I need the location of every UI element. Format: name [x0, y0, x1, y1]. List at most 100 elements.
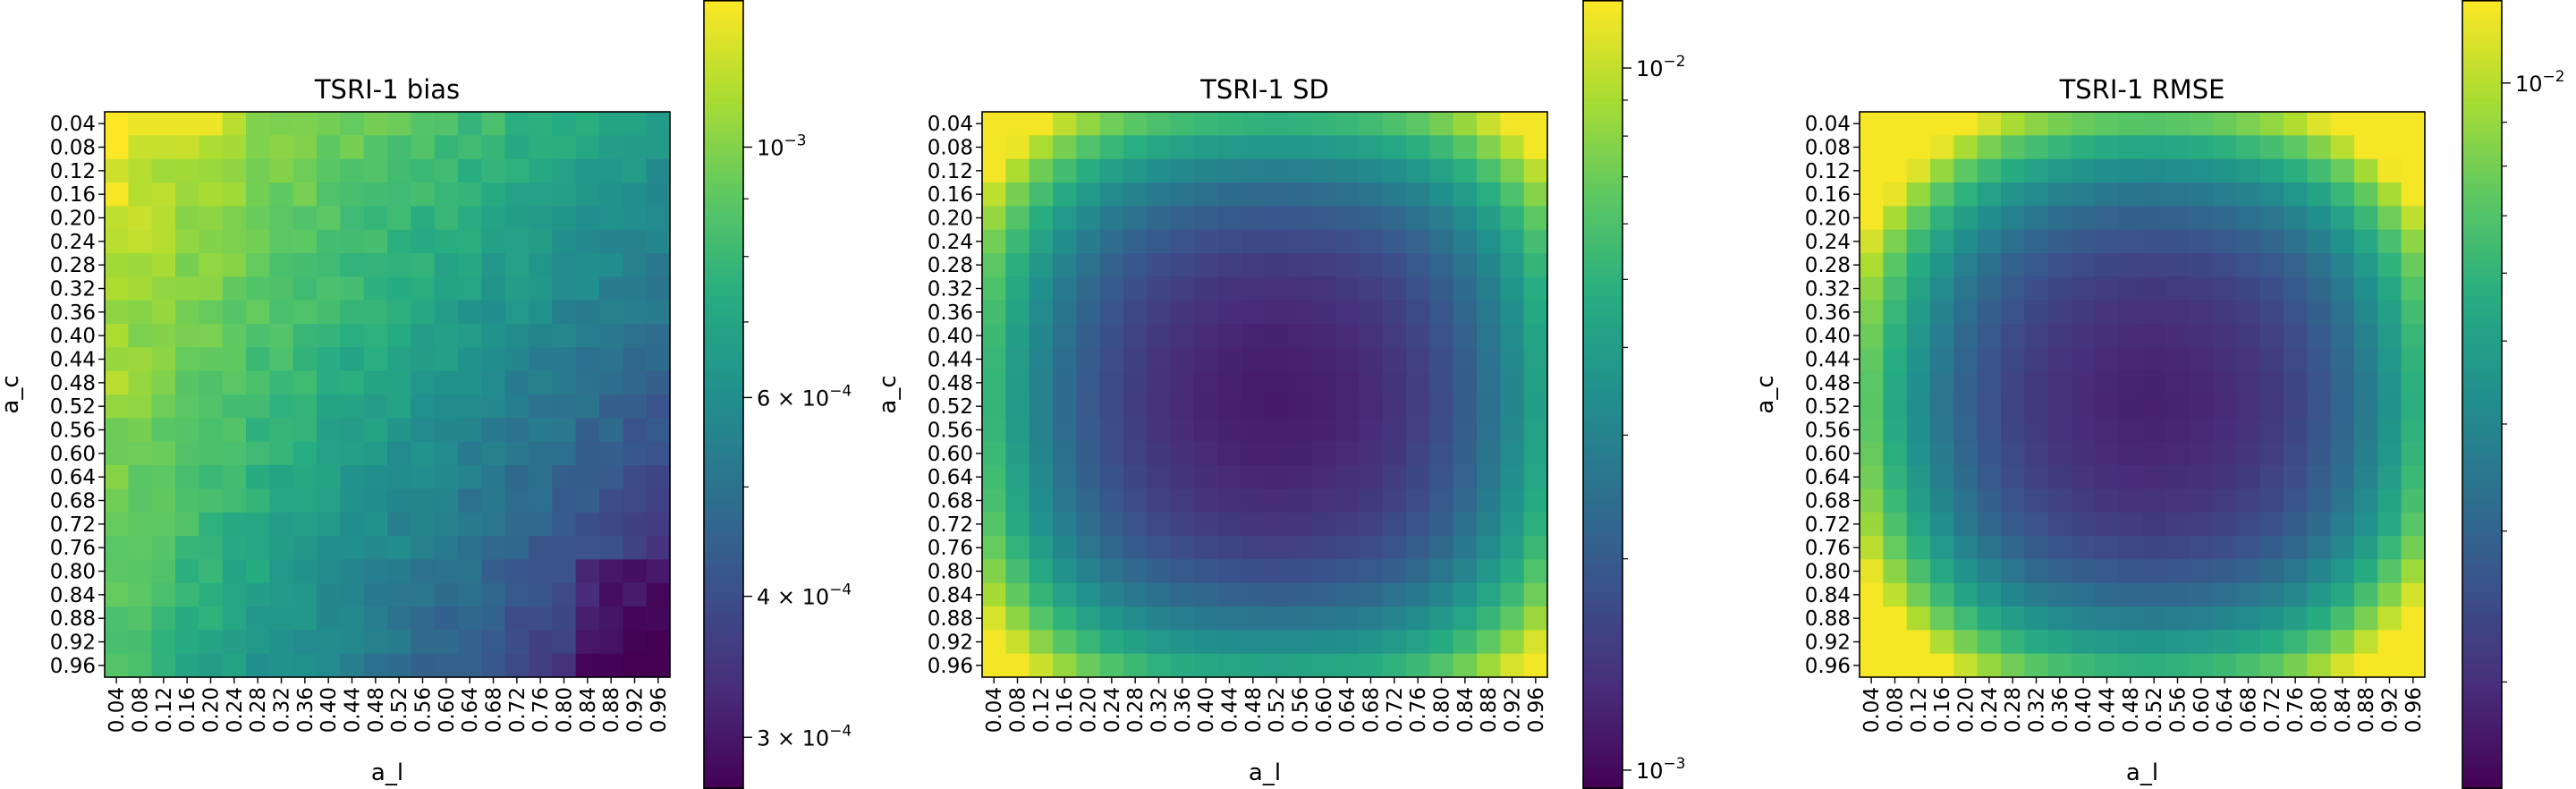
heatmap-cell: [575, 182, 600, 207]
heatmap-cell: [1500, 488, 1525, 513]
heatmap-cell: [1500, 653, 1525, 678]
heatmap-cell: [292, 630, 318, 655]
colorbar-segment: [1583, 454, 1623, 462]
heatmap-cell: [128, 276, 153, 301]
heatmap-cell: [1500, 229, 1525, 254]
heatmap-cell: [1053, 370, 1077, 395]
heatmap-cell: [1265, 418, 1289, 443]
y-tick-label: 0.36: [50, 301, 96, 325]
heatmap-cell: [1241, 488, 1266, 513]
heatmap-cell: [1217, 607, 1242, 631]
heatmap-cell: [2307, 229, 2332, 254]
heatmap-cell: [2307, 607, 2332, 631]
heatmap-cell: [340, 300, 365, 325]
heatmap-cell: [411, 465, 436, 489]
heatmap-cell: [2118, 394, 2143, 419]
heatmap-cell: [623, 394, 648, 419]
heatmap-cell: [1477, 536, 1501, 560]
heatmap-cell: [292, 559, 318, 584]
heatmap-cell: [199, 607, 224, 631]
heatmap-cell: [2284, 324, 2308, 348]
heatmap-cell: [1930, 229, 1954, 254]
colorbar-segment: [2462, 539, 2502, 547]
heatmap-cell: [2284, 229, 2308, 254]
colorbar-segment: [1583, 539, 1623, 547]
colorbar-segment: [2462, 315, 2502, 323]
colorbar-segment: [2462, 473, 2502, 481]
colorbar-segment: [1583, 242, 1623, 251]
colorbar-segment: [1583, 565, 1623, 573]
heatmap-cell: [1429, 536, 1454, 560]
heatmap-cell: [2401, 394, 2426, 419]
x-tick-label: 0.92: [624, 687, 648, 733]
y-tick-label: 0.08: [50, 137, 96, 160]
heatmap-cell: [1860, 465, 1884, 489]
colorbar-segment: [1583, 499, 1623, 507]
heatmap-cell: [292, 276, 318, 301]
heatmap-cell: [2284, 182, 2308, 207]
y-tick-label: 0.64: [1805, 466, 1851, 489]
y-tick-label: 0.28: [50, 254, 96, 277]
heatmap-cell: [1335, 488, 1360, 513]
y-tick-label: 0.40: [50, 325, 96, 348]
heatmap-cell: [1359, 253, 1384, 277]
heatmap-cell: [1005, 536, 1030, 560]
heatmap-cell: [2401, 370, 2426, 395]
heatmap-cell: [2024, 418, 2049, 443]
heatmap-cell: [2307, 559, 2332, 584]
heatmap-cell: [529, 229, 553, 254]
y-tick-label: 0.84: [1805, 584, 1851, 607]
heatmap-cell: [1170, 394, 1195, 419]
heatmap-cell: [2165, 112, 2190, 136]
heatmap-cell: [1429, 441, 1454, 466]
colorbar-segment: [2462, 572, 2502, 580]
heatmap-cell: [1194, 112, 1218, 136]
colorbar-segment: [704, 132, 743, 140]
heatmap-cell: [1883, 253, 1908, 277]
heatmap-cell: [1477, 559, 1501, 584]
heatmap-cell: [1123, 418, 1148, 443]
heatmap-cell: [128, 559, 153, 584]
heatmap-cell: [1217, 324, 1242, 348]
heatmap-cell: [1883, 418, 1908, 443]
heatmap-cell: [1977, 582, 2002, 607]
heatmap-cell: [1453, 229, 1478, 254]
heatmap-cell: [2259, 182, 2284, 207]
heatmap-cell: [2259, 135, 2284, 160]
heatmap-cell: [646, 158, 671, 183]
heatmap-cell: [1953, 441, 1979, 466]
heatmap-cell: [552, 488, 577, 513]
heatmap-cell: [623, 536, 648, 560]
heatmap-cell: [2377, 653, 2402, 678]
heatmap-cell: [411, 418, 436, 443]
heatmap-cell: [434, 488, 459, 513]
heatmap-cell: [1500, 394, 1525, 419]
colorbar-segment: [1583, 381, 1623, 389]
heatmap-cell: [1883, 324, 1908, 348]
heatmap-cell: [2330, 135, 2355, 160]
heatmap-cell: [1311, 300, 1336, 325]
heatmap-cell: [575, 559, 600, 584]
heatmap-cell: [1477, 206, 1501, 231]
heatmap-cell: [2118, 559, 2143, 584]
heatmap-cell: [2165, 135, 2190, 160]
y-tick-label: 0.60: [928, 443, 973, 466]
heatmap-cell: [2047, 112, 2072, 136]
heatmap-cell: [1099, 324, 1124, 348]
heatmap-cell: [2377, 582, 2402, 607]
x-tick-label: 0.40: [318, 687, 341, 733]
heatmap-cell: [2330, 488, 2355, 513]
heatmap-cell: [1429, 488, 1454, 513]
heatmap-cell: [128, 653, 153, 678]
colorbar-segment: [704, 578, 743, 586]
heatmap-cell: [1053, 630, 1077, 655]
heatmap-cell: [2284, 630, 2308, 655]
heatmap-cell: [2307, 441, 2332, 466]
heatmap-cell: [1170, 441, 1195, 466]
heatmap-cell: [2024, 394, 2049, 419]
heatmap-cell: [1406, 370, 1430, 395]
colorbar-segment: [2462, 526, 2502, 534]
heatmap-cell: [552, 347, 577, 372]
heatmap-cell: [1477, 465, 1501, 489]
heatmap-cell: [2236, 653, 2261, 678]
